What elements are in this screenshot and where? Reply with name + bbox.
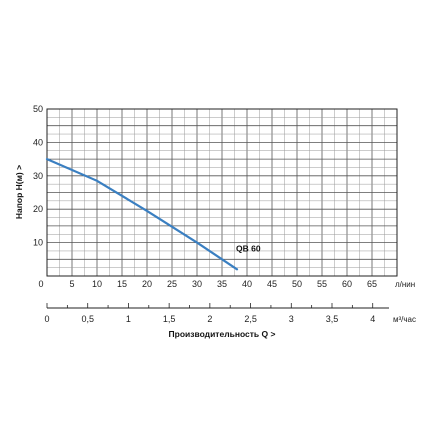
secondary-tick-label: 2 (207, 314, 212, 324)
x-tick-label: 20 (142, 279, 152, 289)
secondary-tick-label: 3 (289, 314, 294, 324)
series-group: QB 60 (45, 158, 261, 271)
x-tick-label: 5 (69, 279, 74, 289)
secondary-tick-label: 0,5 (81, 314, 94, 324)
y-axis-label: Напор H(м) > (14, 165, 24, 219)
plot-frame (46, 108, 398, 277)
secondary-tick-label: 2,5 (244, 314, 257, 324)
secondary-tick-label: 1 (126, 314, 131, 324)
x-tick-label: 55 (317, 279, 327, 289)
secondary-tick-label: 4 (370, 314, 375, 324)
y-tick-label: 20 (33, 204, 43, 214)
series-line (45, 158, 239, 271)
y-tick-label: 50 (33, 104, 43, 114)
secondary-tick-label: 0 (44, 314, 49, 324)
y-tick-label: 40 (33, 137, 43, 147)
x-tick-label: 45 (267, 279, 277, 289)
secondary-x-unit: м³/час (393, 315, 416, 324)
x-tick-label: 15 (117, 279, 127, 289)
x-tick-label: 65 (367, 279, 377, 289)
x-tick-labels: 0 5 10 15 20 25 30 35 40 45 50 55 60 65 (38, 279, 377, 289)
secondary-x-axis-label: Производительность Q > (169, 329, 276, 339)
x-tick-label: 40 (242, 279, 252, 289)
x-tick-label: 25 (167, 279, 177, 289)
y-tick-labels: 10 20 30 40 50 (33, 104, 43, 248)
x-unit-label: л/нин (395, 280, 415, 289)
x-tick-label: 60 (342, 279, 352, 289)
x-tick-label: 10 (92, 279, 102, 289)
y-tick-label: 10 (33, 238, 43, 248)
secondary-tick-label: 1,5 (163, 314, 176, 324)
secondary-tick-label: 3,5 (326, 314, 339, 324)
x-tick-label: 35 (217, 279, 227, 289)
series-label: QB 60 (236, 243, 261, 253)
y-tick-label: 30 (33, 171, 43, 181)
x-tick-label: 30 (192, 279, 202, 289)
x-tick-label: 0 (38, 279, 43, 289)
x-tick-label: 50 (292, 279, 302, 289)
grid-lines (47, 109, 397, 276)
secondary-x-ticks: 0 0,5 1 1,5 2 2,5 3 3,5 4 (44, 303, 375, 324)
